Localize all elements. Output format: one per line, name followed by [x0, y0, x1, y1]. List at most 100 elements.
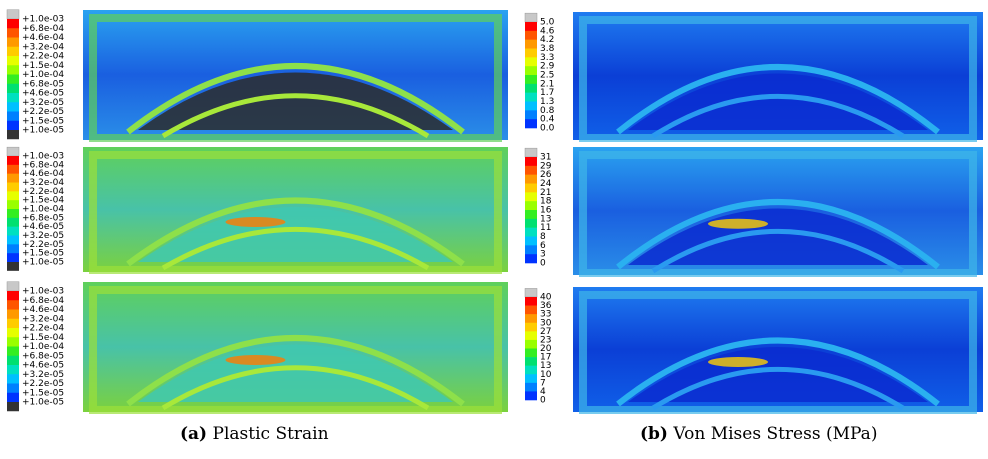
hot-spot	[708, 218, 768, 229]
legend-band	[7, 383, 19, 394]
legend-label: 2.1	[540, 79, 554, 89]
legend-band	[7, 120, 19, 131]
legend-band	[7, 37, 19, 48]
legend-band	[525, 75, 537, 85]
legend-band	[525, 83, 537, 93]
legend-band	[7, 309, 19, 320]
legend-label: +4.6e-05	[22, 222, 64, 232]
legend-label: 0.8	[540, 106, 555, 116]
legend-bottom-box	[7, 402, 19, 412]
legend-label: +1.0e-05	[22, 398, 64, 408]
legend-band	[7, 226, 19, 236]
legend-top-box	[524, 12, 538, 23]
legend-band	[525, 119, 537, 129]
legend-top-box	[524, 147, 538, 158]
arch-line	[126, 63, 465, 135]
legend-label: +3.2e-04	[22, 178, 64, 188]
legend-label: 2.9	[540, 62, 555, 72]
caption-text: Plastic Strain	[212, 424, 329, 444]
legend-band	[525, 192, 537, 202]
legend-label: 6	[540, 241, 546, 251]
legend-band	[525, 30, 537, 40]
legend-label: +2.2e-05	[22, 240, 64, 250]
legend-label: +4.6e-05	[22, 89, 64, 99]
legend-band	[7, 318, 19, 329]
plot-frame	[579, 151, 977, 277]
legend-band	[7, 392, 19, 403]
arch-line	[126, 197, 465, 267]
legend-band	[525, 92, 537, 102]
legend-band	[525, 305, 537, 315]
legend-top-box	[524, 288, 538, 298]
legend-band	[7, 46, 19, 57]
legend-label: +1.0e-05	[22, 126, 64, 136]
legend-band	[7, 191, 19, 201]
arch-line	[126, 335, 465, 407]
legend-label: 0	[540, 259, 546, 269]
legend-band	[7, 244, 19, 254]
legend-label: 0.4	[540, 115, 555, 125]
legend-band	[525, 227, 537, 237]
legend-label: +1.5e-05	[22, 116, 64, 126]
hot-spot	[225, 355, 286, 365]
legend-band	[7, 346, 19, 357]
plot-frame	[579, 16, 977, 142]
legend-band	[7, 56, 19, 66]
legend-label: +6.8e-05	[22, 79, 64, 89]
legend-top-box	[6, 9, 20, 20]
contour-plot	[573, 287, 983, 414]
legend-band	[7, 164, 19, 174]
legend-label: 40	[540, 293, 552, 303]
legend-band	[525, 297, 537, 306]
legend-label: 3	[540, 250, 546, 260]
arch-line	[651, 367, 905, 411]
plot-frame	[89, 151, 502, 274]
legend-label: 8	[540, 232, 546, 242]
arch-region	[138, 207, 453, 262]
legend-label: 31	[540, 153, 551, 163]
legend-band	[525, 157, 537, 167]
legend-label: 4.6	[540, 26, 555, 36]
legend-band	[7, 209, 19, 219]
hot-spot	[708, 357, 768, 367]
legend-band	[7, 182, 19, 192]
legend-band	[525, 218, 537, 228]
legend-band	[7, 74, 19, 85]
arch-region	[138, 72, 453, 130]
legend-label: +2.2e-04	[22, 52, 64, 62]
legend-label: +1.0e-04	[22, 205, 64, 215]
legend-label: 0	[540, 396, 546, 406]
legend-band	[7, 156, 19, 166]
legend-label: 30	[540, 318, 552, 328]
legend-label: 3.3	[540, 53, 554, 63]
legend-label: +1.5e-05	[22, 249, 64, 259]
legend-label: 24	[540, 179, 552, 189]
legend-band	[7, 111, 19, 122]
arch-region	[628, 208, 928, 265]
arch-line	[161, 93, 430, 139]
legend-band	[525, 254, 537, 264]
legend-label: 16	[540, 206, 552, 216]
legend-band	[7, 28, 19, 38]
contour-plot	[83, 282, 508, 414]
legend-band	[7, 83, 19, 94]
legend-label: +2.2e-04	[22, 187, 64, 197]
legend-label: +1.0e-03	[22, 15, 64, 25]
legend-label: +4.6e-04	[22, 169, 64, 179]
arch-line	[651, 94, 905, 139]
legend-band	[525, 339, 537, 349]
legend-label: +6.8e-05	[22, 213, 64, 223]
legend-band	[525, 174, 537, 184]
legend-label: +1.0e-03	[22, 152, 64, 162]
legend-band	[7, 93, 19, 103]
legend-band	[525, 348, 537, 358]
legend-band	[525, 201, 537, 211]
legend-band	[525, 210, 537, 220]
arch-region	[138, 344, 453, 402]
legend-band	[7, 253, 19, 263]
legend-band	[7, 173, 19, 183]
legend-band	[525, 391, 537, 401]
caption-a: (a) Plastic Strain	[180, 424, 329, 444]
legend-label: +3.2e-05	[22, 370, 64, 380]
